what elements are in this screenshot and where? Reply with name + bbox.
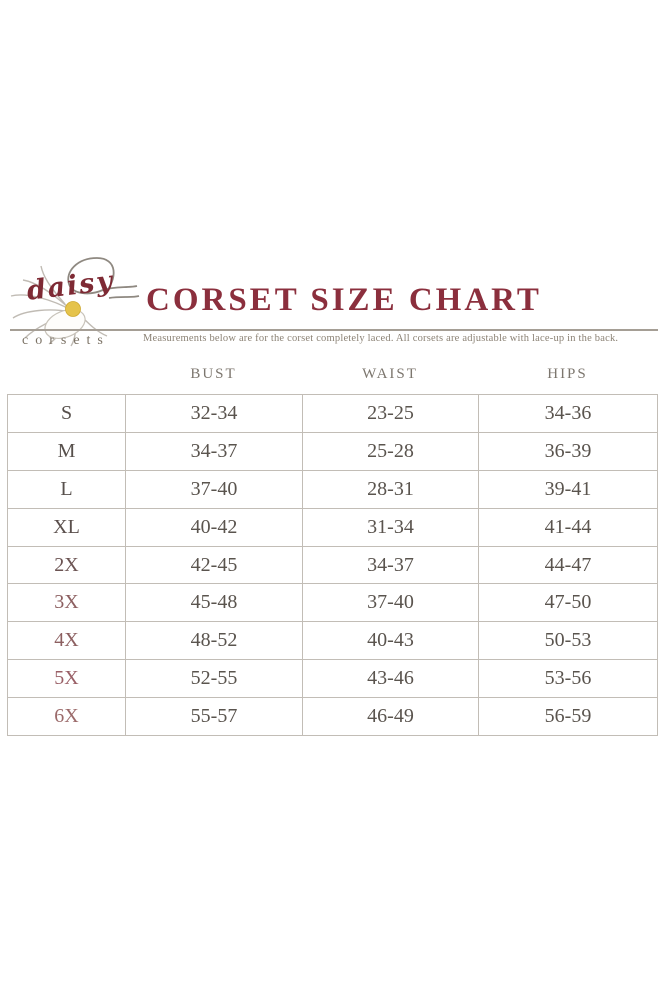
table-row: L 37-40 28-31 39-41 — [7, 469, 658, 509]
page-title: CORSET SIZE CHART — [146, 282, 542, 318]
waist-cell: 46-49 — [302, 697, 479, 737]
bust-cell: 48-52 — [125, 621, 303, 661]
hips-cell: 50-53 — [478, 621, 658, 661]
waist-cell: 43-46 — [302, 659, 479, 699]
size-cell: 5X — [7, 659, 126, 699]
hips-cell: 47-50 — [478, 583, 658, 623]
size-cell: 6X — [7, 697, 126, 737]
size-table: S 32-34 23-25 34-36 M 34-37 25-28 36-39 L 37-40 28… — [7, 394, 658, 737]
table-row: 5X 52-55 43-46 53-56 — [7, 659, 658, 699]
waist-cell: 28-31 — [302, 469, 479, 509]
hips-cell: 44-47 — [478, 545, 658, 585]
hips-cell: 34-36 — [478, 394, 658, 433]
table-row: 3X 45-48 37-40 47-50 — [7, 583, 658, 623]
bust-cell: 42-45 — [125, 545, 303, 585]
hips-cell: 41-44 — [478, 507, 658, 547]
size-cell: 3X — [7, 583, 126, 623]
measurement-note: Measurements below are for the corset co… — [143, 333, 619, 344]
header-divider — [10, 329, 658, 331]
hips-cell: 36-39 — [478, 431, 658, 471]
bust-cell: 40-42 — [125, 507, 303, 547]
waist-cell: 31-34 — [302, 507, 479, 547]
bust-cell: 52-55 — [125, 659, 303, 699]
bust-cell: 45-48 — [125, 583, 303, 623]
hips-cell: 56-59 — [478, 697, 658, 737]
size-cell: S — [7, 394, 126, 433]
bust-cell: 32-34 — [125, 394, 303, 433]
size-cell: 4X — [7, 621, 126, 661]
brand-logo: daisy — [5, 252, 143, 352]
table-row: 2X 42-45 34-37 44-47 — [7, 545, 658, 585]
column-header-waist: WAIST — [362, 366, 418, 382]
waist-cell: 25-28 — [302, 431, 479, 471]
bust-cell: 34-37 — [125, 431, 303, 471]
size-table-body: S 32-34 23-25 34-36 M 34-37 25-28 36-39 L 37-40 28… — [7, 394, 658, 737]
size-cell: XL — [7, 507, 126, 547]
waist-cell: 37-40 — [302, 583, 479, 623]
size-cell: L — [7, 469, 126, 509]
size-cell: 2X — [7, 545, 126, 585]
table-row: M 34-37 25-28 36-39 — [7, 431, 658, 471]
table-row: S 32-34 23-25 34-36 — [7, 394, 658, 433]
column-header-hips: HIPS — [547, 366, 588, 382]
brand-sub-label: corsets — [22, 333, 110, 348]
table-row: 4X 48-52 40-43 50-53 — [7, 621, 658, 661]
table-row: XL 40-42 31-34 41-44 — [7, 507, 658, 547]
daisy-flower-icon — [10, 257, 140, 347]
waist-cell: 34-37 — [302, 545, 479, 585]
bust-cell: 37-40 — [125, 469, 303, 509]
bust-cell: 55-57 — [125, 697, 303, 737]
column-header-bust: BUST — [190, 366, 237, 382]
table-row: 6X 55-57 46-49 56-59 — [7, 697, 658, 737]
size-cell: M — [7, 431, 126, 471]
hips-cell: 39-41 — [478, 469, 658, 509]
waist-cell: 23-25 — [302, 394, 479, 433]
waist-cell: 40-43 — [302, 621, 479, 661]
hips-cell: 53-56 — [478, 659, 658, 699]
